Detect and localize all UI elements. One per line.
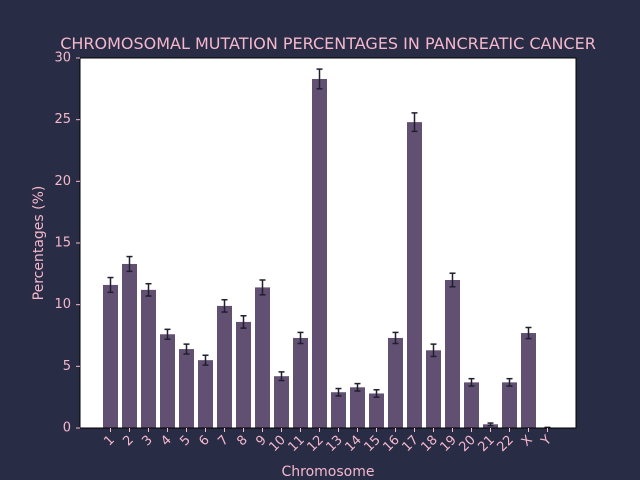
error-bar-18: [430, 343, 437, 358]
y-axis: 0 5 10 15 20 25 30: [54, 51, 80, 436]
error-bar-13: [335, 387, 342, 397]
bar-8: [236, 321, 251, 428]
error-bar-5: [183, 343, 190, 355]
bar-14: [350, 387, 365, 428]
error-bar-X: [525, 326, 532, 340]
error-bar-4: [164, 328, 171, 340]
error-bar-2: [126, 255, 133, 273]
y-tick-label-15: 15: [54, 236, 71, 251]
bar-10: [274, 376, 289, 428]
error-bar-12: [316, 68, 323, 90]
bar-15: [369, 393, 384, 428]
bar-22: [502, 382, 517, 428]
bar-5: [179, 349, 194, 428]
error-bars-group: [107, 68, 551, 429]
bar-20: [464, 382, 479, 428]
bar-4: [160, 334, 175, 428]
bar-7: [217, 305, 232, 428]
y-tick-label-0: 0: [63, 421, 71, 436]
y-tick-label-30: 30: [54, 51, 71, 66]
bar-1: [103, 284, 118, 428]
error-bar-17: [411, 112, 418, 133]
bar-9: [255, 287, 270, 428]
bar-16: [388, 337, 403, 428]
error-bar-21: [487, 422, 494, 427]
error-bar-20: [468, 377, 475, 387]
error-bar-15: [373, 389, 380, 398]
bar-18: [426, 350, 441, 428]
error-bar-14: [354, 382, 361, 392]
error-bar-7: [221, 298, 228, 313]
error-bar-11: [297, 331, 304, 345]
bar-17: [407, 122, 422, 428]
x-axis-label: Chromosome: [282, 464, 375, 480]
y-tick-label-25: 25: [54, 112, 71, 127]
error-bar-9: [259, 279, 266, 296]
error-bar-8: [240, 315, 247, 329]
error-bar-22: [506, 377, 513, 387]
bar-3: [141, 289, 156, 428]
bars-group: [103, 78, 536, 428]
y-axis-label: Percentages (%): [31, 186, 47, 301]
chart-title: CHROMOSOMAL MUTATION PERCENTAGES IN PANC…: [60, 34, 596, 53]
error-bar-10: [278, 371, 285, 382]
y-tick-label-10: 10: [54, 297, 71, 312]
bar-X: [521, 333, 536, 428]
bar-12: [312, 78, 327, 428]
bar-2: [122, 263, 137, 428]
y-tick-label-5: 5: [63, 359, 71, 374]
y-tick-label-20: 20: [54, 174, 71, 189]
bar-19: [445, 280, 460, 428]
bar-6: [198, 360, 213, 428]
error-bar-6: [202, 354, 209, 366]
bar-11: [293, 337, 308, 428]
bar-13: [331, 392, 346, 428]
error-bar-1: [107, 276, 114, 294]
error-bar-3: [145, 282, 152, 297]
error-bar-19: [449, 272, 456, 288]
error-bar-16: [392, 331, 399, 345]
